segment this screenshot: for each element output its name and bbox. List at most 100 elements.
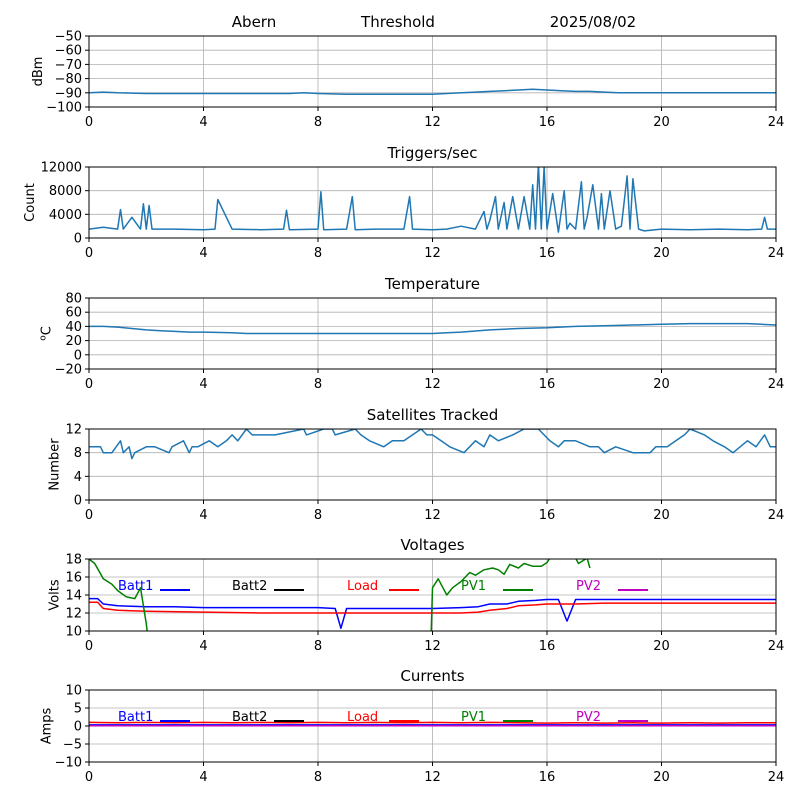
y-tick-label: −5 xyxy=(63,738,82,753)
series-line-load xyxy=(89,601,776,614)
x-tick-label: 4 xyxy=(199,639,207,654)
legend-label-batt1: Batt1 xyxy=(118,710,153,725)
x-tick-label: 0 xyxy=(85,115,93,130)
x-tick-label: 20 xyxy=(653,115,670,130)
header-right: 2025/08/02 xyxy=(550,13,636,31)
x-tick-label: 8 xyxy=(314,639,322,654)
y-tick-label: 14 xyxy=(65,589,82,604)
x-tick-label: 16 xyxy=(539,115,556,130)
x-tick-label: 20 xyxy=(653,377,670,392)
series-line-batt1 xyxy=(89,597,776,630)
y-tick-label: −20 xyxy=(55,363,82,378)
y-tick-label: −70 xyxy=(55,58,82,73)
x-tick-label: 24 xyxy=(768,770,785,785)
chart-title: Temperature xyxy=(384,275,480,293)
y-axis-label: Amps xyxy=(39,707,54,744)
y-tick-label: 8000 xyxy=(49,184,82,199)
x-tick-label: 4 xyxy=(199,508,207,523)
y-axis-label: Number xyxy=(48,438,63,491)
x-tick-label: 4 xyxy=(199,377,207,392)
y-tick-label: −80 xyxy=(55,72,82,87)
y-tick-label: 60 xyxy=(65,306,82,321)
series-line-0 xyxy=(89,429,776,460)
x-tick-label: 24 xyxy=(768,508,785,523)
chart-title: Triggers/sec xyxy=(387,144,478,162)
x-tick-label: 12 xyxy=(424,246,441,261)
series-line-pv1 xyxy=(89,559,591,631)
y-tick-label: −50 xyxy=(55,30,82,45)
y-tick-label: 0 xyxy=(74,232,82,247)
x-tick-label: 4 xyxy=(199,246,207,261)
x-tick-label: 0 xyxy=(85,377,93,392)
y-tick-label: −90 xyxy=(55,86,82,101)
y-tick-label: 20 xyxy=(65,334,82,349)
x-tick-label: 8 xyxy=(314,246,322,261)
header-center: Threshold xyxy=(360,13,435,31)
x-tick-label: 0 xyxy=(85,770,93,785)
legend-label-pv2: PV2 xyxy=(576,579,601,594)
x-tick-label: 20 xyxy=(653,770,670,785)
x-tick-label: 24 xyxy=(768,377,785,392)
y-tick-label: 12 xyxy=(65,607,82,622)
legend-label-pv2: PV2 xyxy=(576,710,601,725)
x-tick-label: 16 xyxy=(539,508,556,523)
x-tick-label: 12 xyxy=(424,770,441,785)
y-tick-label: 40 xyxy=(65,320,82,335)
x-tick-label: 16 xyxy=(539,246,556,261)
y-tick-label: −10 xyxy=(55,756,82,771)
x-tick-label: 8 xyxy=(314,377,322,392)
series-line-0 xyxy=(89,88,776,95)
y-tick-label: 18 xyxy=(65,553,82,568)
x-tick-label: 8 xyxy=(314,770,322,785)
legend-label-batt1: Batt1 xyxy=(118,579,153,594)
x-tick-label: 0 xyxy=(85,508,93,523)
y-tick-label: 0 xyxy=(74,720,82,735)
x-tick-label: 8 xyxy=(314,508,322,523)
x-tick-label: 16 xyxy=(539,377,556,392)
y-tick-label: 0 xyxy=(74,348,82,363)
legend-label-batt2: Batt2 xyxy=(232,710,267,725)
x-tick-label: 24 xyxy=(768,639,785,654)
x-tick-label: 0 xyxy=(85,639,93,654)
chart-panel-0: 0 4 8 12 16 20 24 −100−90−80−70−60−50 dBm xyxy=(31,30,784,131)
series-line-0 xyxy=(89,322,776,335)
y-tick-label: −60 xyxy=(55,44,82,59)
y-tick-label: 10 xyxy=(65,684,82,699)
y-tick-label: 5 xyxy=(74,702,82,717)
y-tick-label: 8 xyxy=(74,446,82,461)
y-tick-label: 4 xyxy=(74,470,82,485)
y-tick-label: 12 xyxy=(65,423,82,438)
y-tick-label: 16 xyxy=(65,571,82,586)
y-axis-label: oC xyxy=(38,326,54,341)
chart-title: Satellites Tracked xyxy=(367,406,498,424)
series-line-load xyxy=(89,721,776,724)
legend-label-batt2: Batt2 xyxy=(232,579,267,594)
x-tick-label: 16 xyxy=(539,639,556,654)
x-tick-label: 20 xyxy=(653,508,670,523)
y-tick-label: 0 xyxy=(74,494,82,509)
chart-title: Voltages xyxy=(400,536,464,554)
chart-panel-5: 0 4 8 12 16 20 24 −10 −5 0 5 10 Amps Currents Batt1 Bat… xyxy=(39,667,784,785)
y-tick-label: 12000 xyxy=(41,161,82,176)
x-tick-label: 24 xyxy=(768,246,785,261)
x-tick-label: 12 xyxy=(424,377,441,392)
legend-label-pv1: PV1 xyxy=(461,579,486,594)
x-tick-label: 20 xyxy=(653,639,670,654)
x-tick-label: 0 xyxy=(85,246,93,261)
legend-label-pv1: PV1 xyxy=(461,710,486,725)
y-tick-label: 4000 xyxy=(49,208,82,223)
x-tick-label: 12 xyxy=(424,115,441,130)
series-line-0 xyxy=(89,167,776,233)
legend-label-load: Load xyxy=(347,710,378,725)
y-axis-label: Count xyxy=(23,183,38,222)
x-tick-label: 12 xyxy=(424,639,441,654)
x-tick-label: 4 xyxy=(199,115,207,130)
chart-title: Currents xyxy=(400,667,464,685)
x-tick-label: 24 xyxy=(768,115,785,130)
y-axis-label: Volts xyxy=(48,579,63,611)
